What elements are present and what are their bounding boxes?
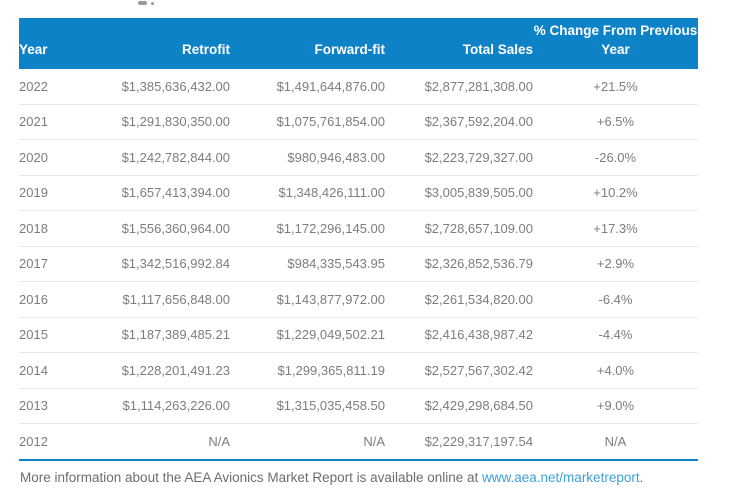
forward-fit-cell: $1,172,296,145.00 <box>230 210 385 246</box>
forward-fit-cell: $1,315,035,458.50 <box>230 387 385 424</box>
year-cell: 2021 <box>19 103 120 140</box>
retrofit-cell: $1,117,656,848.00 <box>120 281 230 317</box>
marketreport-link[interactable]: www.aea.net/marketreport <box>482 470 640 485</box>
total-sales-cell: $2,877,281,308.00 <box>424 78 533 94</box>
table-row: 2014 $1,228,201,491.23 $1,299,365,811.19… <box>19 352 698 388</box>
pct-change-cell: -6.4% <box>533 281 698 317</box>
pct-change-cell: +17.3% <box>533 210 698 246</box>
forward-fit-cell: N/A <box>230 423 385 460</box>
avionics-sales-table: Year Retrofit Forward-fit Total Sales % … <box>19 18 698 461</box>
year-cell: 2020 <box>19 139 120 175</box>
year-cell: 2013 <box>19 387 120 424</box>
pct-change-cell: N/A <box>533 423 698 460</box>
forward-fit-cell: $1,229,049,502.21 <box>230 316 385 353</box>
total-sales-cell: $2,527,567,302.42 <box>385 352 533 388</box>
year-cell: 2016 <box>19 281 120 317</box>
cropped-text-mark <box>138 1 147 5</box>
forward-fit-cell: $1,143,877,972.00 <box>230 281 385 317</box>
pct-change-cell: -26.0% <box>533 139 698 175</box>
forward-fit-cell: $980,946,483.00 <box>230 139 385 175</box>
year-cell: 2017 <box>19 245 120 282</box>
forward-fit-cell: $1,348,426,111.00 <box>230 174 385 211</box>
table-header-row: Year Retrofit Forward-fit Total Sales % … <box>19 18 698 69</box>
total-sales-cell: $2,728,657,109.00 <box>385 210 533 246</box>
retrofit-cell: $1,385,636,432.00 <box>121 78 230 94</box>
table-row: 2019 $1,657,413,394.00 $1,348,426,111.00… <box>19 174 698 211</box>
pct-change-cell: +21.5% <box>593 78 638 94</box>
retrofit-cell: $1,342,516,992.84 <box>120 245 230 282</box>
total-sales-cell: $2,229,317,197.54 <box>385 423 533 460</box>
retrofit-cell: $1,657,413,394.00 <box>120 174 230 211</box>
cropped-text-dot <box>151 2 154 5</box>
pct-change-cell: +10.2% <box>533 174 698 211</box>
forward-fit-cell: $984,335,543.95 <box>230 245 385 282</box>
table-row: 2022 $1,385,636,432.00 $1,491,644,876.00… <box>19 69 698 104</box>
total-sales-cell: $2,416,438,987.42 <box>385 316 533 353</box>
cropped-text-fragment <box>138 1 156 6</box>
year-cell: 2014 <box>19 352 120 388</box>
pct-change-cell: +4.0% <box>533 352 698 388</box>
retrofit-cell: $1,114,263,226.00 <box>120 387 230 424</box>
total-sales-cell: $2,223,729,327.00 <box>385 139 533 175</box>
column-header-forward-fit: Forward-fit <box>314 42 386 57</box>
year-cell: 2012 <box>19 423 120 460</box>
table-row: 2015 $1,187,389,485.21 $1,229,049,502.21… <box>19 316 698 353</box>
table-row: 2013 $1,114,263,226.00 $1,315,035,458.50… <box>19 387 698 424</box>
total-sales-cell: $2,261,534,820.00 <box>385 281 533 317</box>
table-row: 2021 $1,291,830,350.00 $1,075,761,854.00… <box>19 103 698 140</box>
forward-fit-cell: $1,491,644,876.00 <box>276 78 385 94</box>
table-row: 2018 $1,556,360,964.00 $1,172,296,145.00… <box>19 210 698 246</box>
table-row: 2012 N/A N/A $2,229,317,197.54 N/A <box>19 423 698 460</box>
year-cell: 2018 <box>19 210 120 246</box>
retrofit-cell: $1,228,201,491.23 <box>120 352 230 388</box>
year-cell: 2022 <box>19 78 48 94</box>
retrofit-cell: $1,291,830,350.00 <box>120 103 230 140</box>
column-header-year: Year <box>19 42 48 57</box>
year-cell: 2015 <box>19 316 120 353</box>
total-sales-cell: $2,326,852,536.79 <box>385 245 533 282</box>
forward-fit-cell: $1,075,761,854.00 <box>230 103 385 140</box>
pct-change-cell: +6.5% <box>533 103 698 140</box>
retrofit-cell: $1,187,389,485.21 <box>120 316 230 353</box>
retrofit-cell: N/A <box>120 423 230 460</box>
retrofit-cell: $1,242,782,844.00 <box>120 139 230 175</box>
total-sales-cell: $2,429,298,684.50 <box>385 387 533 424</box>
year-cell: 2019 <box>19 174 120 211</box>
table-row: 2020 $1,242,782,844.00 $980,946,483.00 $… <box>19 139 698 175</box>
pct-change-cell: -4.4% <box>533 316 698 353</box>
avionics-sales-table-container: Year Retrofit Forward-fit Total Sales % … <box>19 18 698 461</box>
column-header-retrofit: Retrofit <box>182 42 230 57</box>
table-row: 2016 $1,117,656,848.00 $1,143,877,972.00… <box>19 281 698 317</box>
footer-period: . <box>639 470 644 485</box>
pct-change-cell: +9.0% <box>533 387 698 424</box>
column-header-total-sales: Total Sales <box>462 42 533 57</box>
pct-change-cell: +2.9% <box>533 245 698 282</box>
column-header-pct-change: % Change From Previous Year <box>533 23 698 57</box>
retrofit-cell: $1,556,360,964.00 <box>120 210 230 246</box>
total-sales-cell: $2,367,592,204.00 <box>385 103 533 140</box>
total-sales-cell: $3,005,839,505.00 <box>385 174 533 211</box>
footer-note: More information about the AEA Avionics … <box>20 469 720 486</box>
table-row: 2017 $1,342,516,992.84 $984,335,543.95 $… <box>19 245 698 282</box>
forward-fit-cell: $1,299,365,811.19 <box>230 352 385 388</box>
footer-text: More information about the AEA Avionics … <box>20 470 483 485</box>
